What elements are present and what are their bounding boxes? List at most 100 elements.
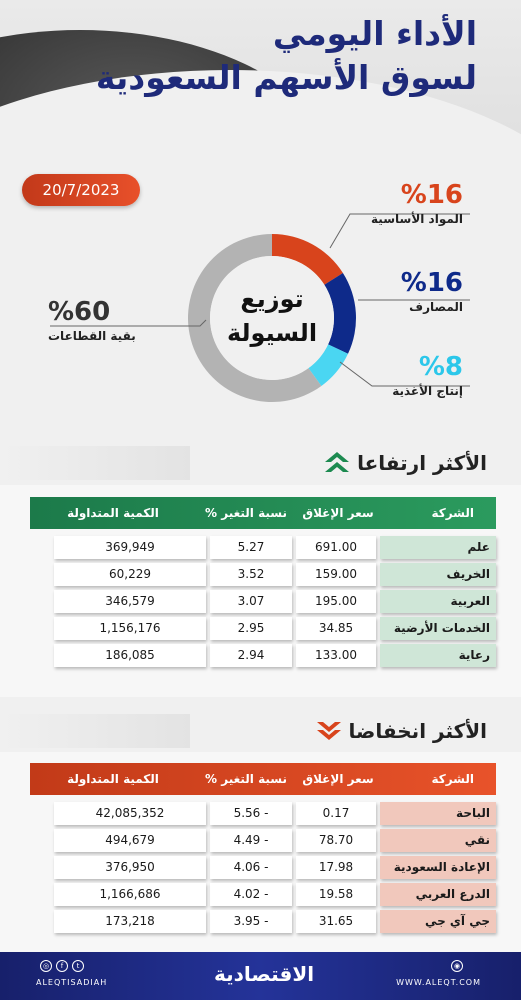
- cell-change: 4.02 -: [210, 883, 292, 906]
- cell-company: الخدمات الأرضية: [380, 617, 496, 640]
- header-volume: الكمية المتداولة: [67, 506, 159, 520]
- cell-change: 3.95 -: [210, 910, 292, 933]
- table-row: جي آي جي 31.65 3.95 -173,218: [30, 910, 496, 933]
- page-subtitle: لسوق الأسهم السعودية: [95, 58, 477, 97]
- header-company: الشركة: [431, 772, 474, 786]
- donut-hole: [210, 256, 334, 380]
- table-row: علم 691.00 5.27 369,949: [30, 536, 496, 559]
- stat-food-production: %8 إنتاج الأغذية: [392, 352, 463, 398]
- losers-title-rule: [0, 714, 190, 748]
- page-title: الأداء اليومي: [272, 14, 477, 53]
- cell-company: العربية: [380, 590, 496, 613]
- footer-bar: ◎ f t ALEQTISADIAH الاقتصادية ◉ WWW.ALEQ…: [0, 952, 521, 1000]
- table-row: نقي 78.70 4.49 -494,679: [30, 829, 496, 852]
- stat-basic-materials: %16 المواد الأساسية: [371, 180, 463, 226]
- cell-close: 31.65: [296, 910, 376, 933]
- instagram-icon[interactable]: ◎: [40, 960, 52, 972]
- table-row: الخدمات الأرضية 34.85 2.95 1,156,176: [30, 617, 496, 640]
- gainers-title-text: الأكثر ارتفاعا: [357, 451, 487, 475]
- cell-close: 133.00: [296, 644, 376, 667]
- cell-company: جي آي جي: [380, 910, 496, 933]
- cell-volume: 1,166,686: [54, 883, 206, 906]
- donut-center-line1: توزيع: [240, 285, 304, 313]
- cell-company: الدرع العربي: [380, 883, 496, 906]
- cell-company: نقي: [380, 829, 496, 852]
- cell-change: 4.49 -: [210, 829, 292, 852]
- cell-volume: 1,156,176: [54, 617, 206, 640]
- stat-other-sectors-pct: %60: [48, 297, 111, 327]
- cell-close: 0.17: [296, 802, 376, 825]
- cell-change: 2.95: [210, 617, 292, 640]
- globe-icon: ◉: [451, 960, 463, 972]
- cell-close: 34.85: [296, 617, 376, 640]
- brand-logo: الاقتصادية: [214, 962, 315, 986]
- cell-close: 159.00: [296, 563, 376, 586]
- cell-change: 3.07: [210, 590, 292, 613]
- website-link[interactable]: WWW.ALEQT.COM: [396, 978, 481, 987]
- header-banner: [0, 0, 521, 200]
- header-change: نسبة التغير %: [205, 506, 287, 520]
- cell-company: رعاية: [380, 644, 496, 667]
- losers-section-title: الأكثر انخفاضا: [316, 714, 487, 748]
- cell-change: 5.27: [210, 536, 292, 559]
- stat-banks-label: المصارف: [409, 300, 463, 314]
- cell-volume: 369,949: [54, 536, 206, 559]
- gainers-table-body: علم 691.00 5.27 369,949 الخريف 159.00 3.52 60,2…: [30, 536, 496, 671]
- cell-close: 19.58: [296, 883, 376, 906]
- table-row: الدرع العربي 19.58 4.02 -1,166,686: [30, 883, 496, 906]
- stat-basic-materials-label: المواد الأساسية: [371, 212, 463, 226]
- cell-volume: 42,085,352: [54, 802, 206, 825]
- cell-change: 5.56 -: [210, 802, 292, 825]
- cell-change: 4.06 -: [210, 856, 292, 879]
- cell-close: 195.00: [296, 590, 376, 613]
- header-close: سعر الإغلاق: [302, 772, 374, 786]
- header-close: سعر الإغلاق: [302, 506, 374, 520]
- cell-volume: 173,218: [54, 910, 206, 933]
- cell-volume: 346,579: [54, 590, 206, 613]
- twitter-icon[interactable]: t: [72, 960, 84, 972]
- header-change: نسبة التغير %: [205, 772, 287, 786]
- header-company: الشركة: [431, 506, 474, 520]
- cell-company: الإعادة السعودية: [380, 856, 496, 879]
- cell-company: الخريف: [380, 563, 496, 586]
- cell-change: 2.94: [210, 644, 292, 667]
- donut-slice: [272, 234, 343, 285]
- gainers-section-title: الأكثر ارتفاعا: [325, 446, 487, 480]
- losers-title-text: الأكثر انخفاضا: [348, 719, 487, 743]
- cell-volume: 186,085: [54, 644, 206, 667]
- gainers-title-rule: [0, 446, 190, 480]
- gainers-table-header: الشركة سعر الإغلاق نسبة التغير % الكمية …: [30, 497, 496, 529]
- cell-volume: 60,229: [54, 563, 206, 586]
- table-row: رعاية 133.00 2.94 186,085: [30, 644, 496, 667]
- donut-slice: [188, 234, 322, 402]
- cell-company: علم: [380, 536, 496, 559]
- stat-food-production-pct: %8: [418, 352, 463, 382]
- table-row: الخريف 159.00 3.52 60,229: [30, 563, 496, 586]
- losers-table-body: الباحة 0.17 5.56 -42,085,352 نقي 78.70 4.49 -…: [30, 802, 496, 937]
- cell-company: الباحة: [380, 802, 496, 825]
- cell-volume: 376,950: [54, 856, 206, 879]
- cell-volume: 494,679: [54, 829, 206, 852]
- donut-center-label: توزيع السيولة: [218, 262, 326, 370]
- cell-close: 691.00: [296, 536, 376, 559]
- donut-slice: [308, 344, 349, 386]
- header-volume: الكمية المتداولة: [67, 772, 159, 786]
- facebook-icon[interactable]: f: [56, 960, 68, 972]
- double-chevron-down-icon: [316, 722, 341, 740]
- stat-basic-materials-pct: %16: [400, 180, 463, 210]
- double-chevron-up-icon: [325, 452, 350, 472]
- donut-slice: [324, 272, 356, 354]
- losers-table-header: الشركة سعر الإغلاق نسبة التغير % الكمية …: [30, 763, 496, 795]
- donut-center-line2: السيولة: [226, 319, 318, 347]
- stat-banks: %16 المصارف: [401, 268, 463, 314]
- table-row: العربية 195.00 3.07 346,579: [30, 590, 496, 613]
- social-icons: ◎ f t: [40, 960, 84, 972]
- date-badge: 20/7/2023: [22, 174, 140, 206]
- table-row: الإعادة السعودية 17.98 4.06 -376,950: [30, 856, 496, 879]
- stat-other-sectors-label: بقية القطاعات: [48, 329, 136, 343]
- social-handle[interactable]: ALEQTISADIAH: [36, 978, 108, 987]
- table-row: الباحة 0.17 5.56 -42,085,352: [30, 802, 496, 825]
- stat-other-sectors: %60 بقية القطاعات: [48, 297, 136, 343]
- cell-change: 3.52: [210, 563, 292, 586]
- liquidity-donut: [188, 234, 356, 402]
